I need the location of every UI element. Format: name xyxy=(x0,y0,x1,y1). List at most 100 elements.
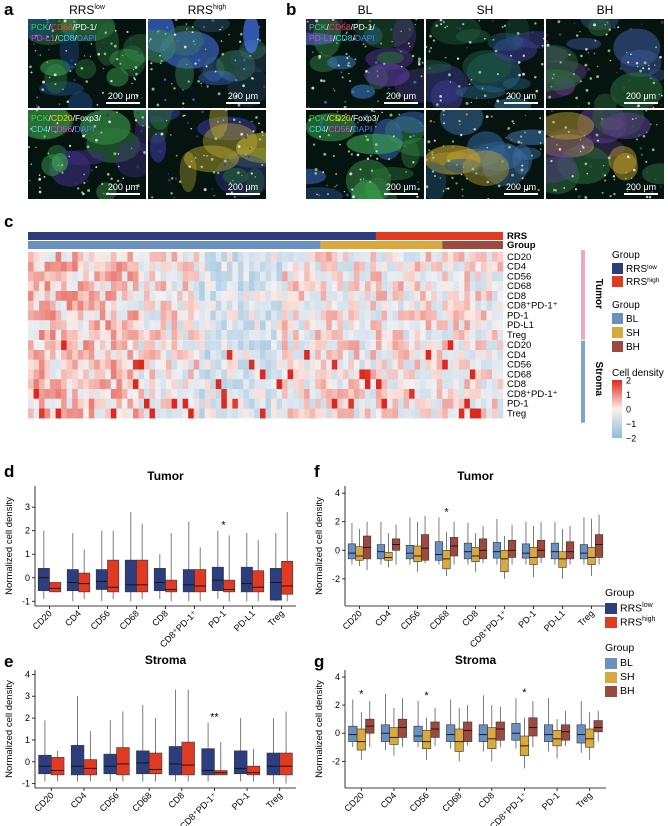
heatmap-cell xyxy=(398,350,404,360)
cell-dot xyxy=(29,179,31,182)
stain-line: PCK/CD68/PD-1/ xyxy=(309,22,375,33)
heatmap-cell xyxy=(39,320,45,331)
cell-dot xyxy=(204,48,207,50)
heatmap-cell xyxy=(149,252,156,262)
box xyxy=(430,721,440,738)
heatmap-cell xyxy=(315,310,322,321)
heatmap-cell xyxy=(66,320,73,331)
box xyxy=(269,568,282,601)
micrograph-b-sh-2: 200 μm xyxy=(426,110,544,199)
heatmap-cell xyxy=(458,359,465,370)
cell-dot xyxy=(129,70,132,73)
cell-dot xyxy=(400,30,402,33)
heatmap-cell xyxy=(409,379,415,390)
heatmap-cell xyxy=(160,330,167,340)
heatmap-cell xyxy=(298,281,305,292)
heatmap-cell xyxy=(353,359,360,370)
cell-dot xyxy=(261,163,264,166)
heatmap-cell xyxy=(436,300,443,311)
cell-dot xyxy=(627,61,630,64)
heatmap-cell xyxy=(226,350,233,360)
heatmap-cell xyxy=(392,340,399,351)
heatmap-cell xyxy=(337,330,344,340)
heatmap-cell xyxy=(304,369,310,380)
cell-dot xyxy=(458,91,461,94)
heatmap-cell xyxy=(276,408,283,419)
cell-dot xyxy=(458,85,461,88)
cell-dot xyxy=(365,70,368,73)
heatmap-cell xyxy=(309,261,316,272)
heatmap-cell xyxy=(398,271,404,282)
stain-marker: CD56 xyxy=(50,124,73,134)
tissue-blob xyxy=(610,72,663,108)
heatmap-cell xyxy=(425,350,432,360)
heatmap-cell xyxy=(199,359,206,370)
heatmap-cell xyxy=(143,291,150,301)
heatmap-cell xyxy=(50,291,56,301)
heatmap-cell xyxy=(72,340,79,351)
heatmap-cell xyxy=(259,330,266,340)
heatmap-cell xyxy=(442,398,449,409)
heatmap-cell xyxy=(420,281,426,292)
heatmap-cell xyxy=(409,261,415,272)
heatmap-cell xyxy=(447,281,454,292)
heatmap-cell xyxy=(166,271,172,282)
heatmap-cell xyxy=(381,261,388,272)
heatmap-cell xyxy=(204,291,211,301)
heatmap-cell xyxy=(55,320,62,331)
cell-dot xyxy=(575,96,578,100)
heatmap-cell xyxy=(337,379,344,390)
scale-label: 200 μm xyxy=(227,91,259,101)
heatmap-cell xyxy=(155,261,161,272)
heatmap-cell xyxy=(276,350,283,360)
heatmap-cell xyxy=(155,330,161,340)
tissue-blob xyxy=(363,26,383,45)
heatmap-cell xyxy=(132,350,139,360)
heatmap-cell xyxy=(392,320,399,331)
heatmap-cell xyxy=(116,310,123,321)
heatmap-cell xyxy=(497,261,504,272)
heatmap-cell xyxy=(193,291,200,301)
cell-dot xyxy=(103,52,107,56)
cell-dot xyxy=(221,26,224,29)
stroma-side-bar xyxy=(581,340,585,423)
cell-dot xyxy=(408,28,411,31)
heatmap-cell xyxy=(282,330,288,340)
y-tick-label: 0 xyxy=(25,573,30,583)
heatmap-cell xyxy=(77,252,84,262)
cell-dot xyxy=(191,31,194,34)
heatmap-cell xyxy=(105,320,112,331)
cell-dot xyxy=(349,172,353,176)
heatmap-cell xyxy=(232,389,239,399)
heatmap-cell xyxy=(210,408,217,419)
cell-dot xyxy=(66,100,70,104)
heatmap-cell xyxy=(326,340,333,351)
heatmap-cell xyxy=(359,398,366,409)
heatmap-cell xyxy=(453,359,460,370)
micrograph-b-sh-1: 200 μm xyxy=(426,19,544,108)
cell-dot xyxy=(73,21,75,23)
cell-dot xyxy=(315,19,319,23)
cell-dot xyxy=(212,170,216,174)
heatmap-cell xyxy=(121,408,128,419)
heatmap-cell xyxy=(265,389,272,399)
heatmap-cell xyxy=(72,408,79,419)
cell-dot xyxy=(115,57,119,61)
scale-label: 200 μm xyxy=(625,91,657,101)
heatmap-cell xyxy=(442,252,449,262)
cell-dot xyxy=(461,22,465,26)
heatmap-cell xyxy=(177,398,183,409)
cell-dot xyxy=(405,171,407,173)
heatmap-cell xyxy=(304,350,310,360)
heatmap-cell xyxy=(304,398,310,409)
legend-item: RRSlow xyxy=(605,601,667,615)
heatmap-cell xyxy=(425,291,432,301)
cell-dot xyxy=(619,67,623,70)
cell-dot xyxy=(232,118,236,121)
heatmap-cell xyxy=(364,350,371,360)
heatmap-cell xyxy=(491,291,498,301)
cell-dot xyxy=(373,110,376,113)
heatmap-cell xyxy=(110,330,117,340)
heatmap-cell xyxy=(486,408,493,419)
